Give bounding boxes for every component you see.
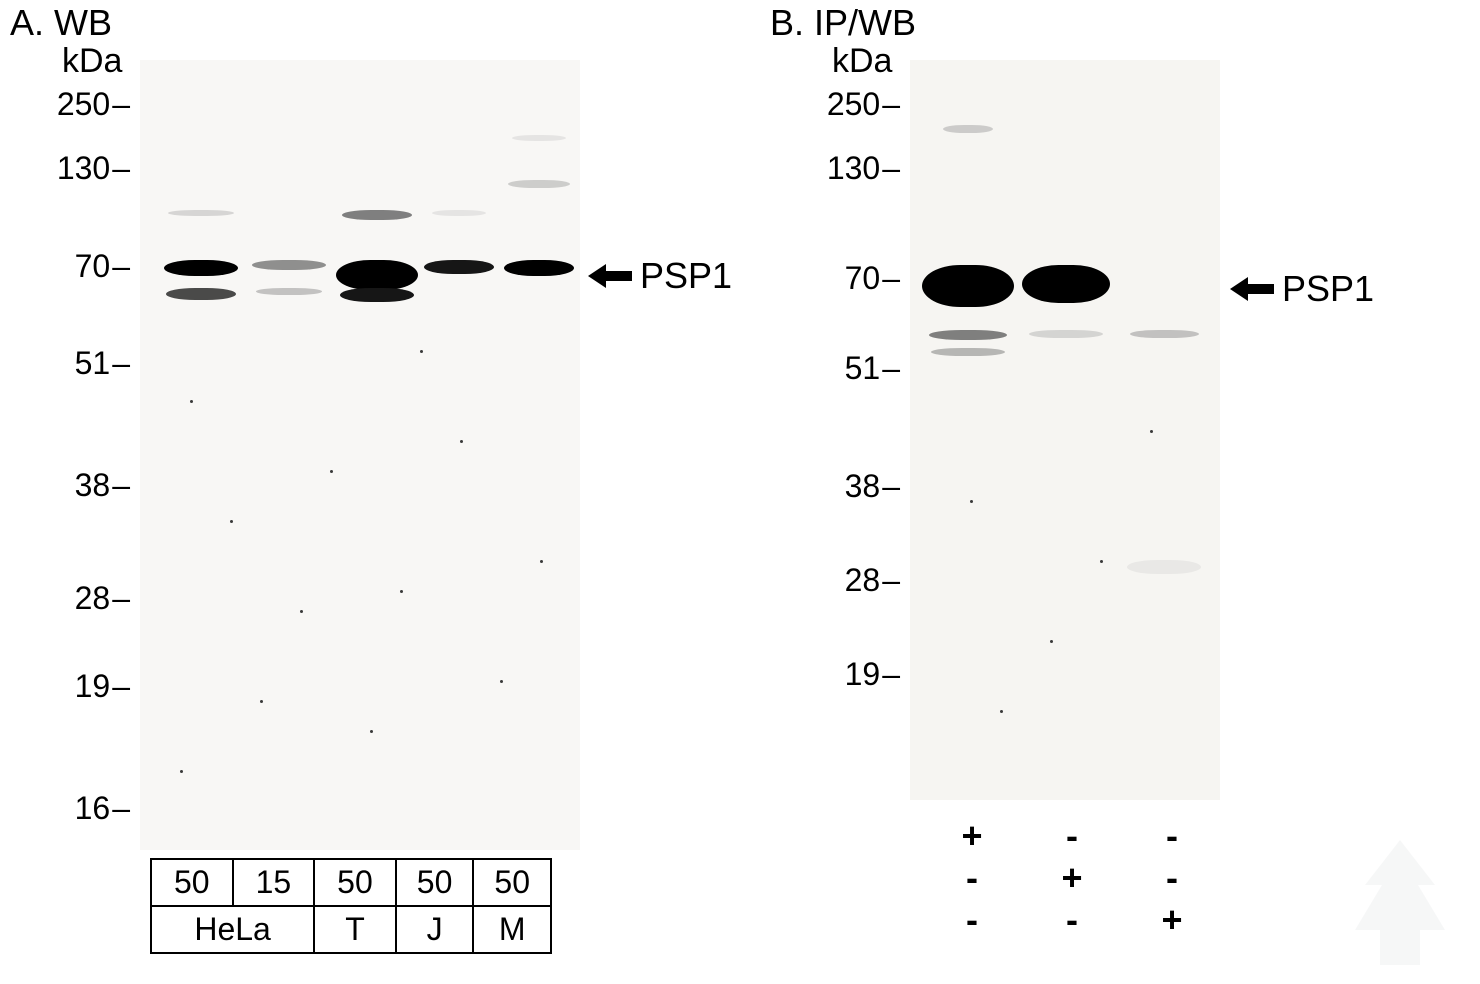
speck [330,470,333,473]
ip-cell: + [1022,857,1122,899]
band [340,288,414,302]
band [1029,330,1103,338]
lane-load-ug: 50 [314,859,396,906]
speck [1150,430,1153,433]
speck [260,700,263,703]
ip-cell: + [1122,899,1222,941]
panel-b-ip-grid: +---+---+ [922,815,1222,941]
mw-marker: 19 [845,656,900,693]
lane-load-ug: 50 [151,859,233,906]
panel-b-blot [910,60,1220,800]
lane-load-ug: 50 [473,859,551,906]
arrow-left-icon [1230,275,1274,303]
speck [970,500,973,503]
lane-sample: J [396,906,474,953]
mw-marker: 70 [845,260,900,297]
band [1130,330,1199,338]
panel-a-psp1-arrow: PSP1 [588,255,732,297]
mw-marker: 130 [57,150,130,187]
band [1127,560,1201,574]
ip-cell: + [922,815,1022,857]
mw-marker: 250 [57,86,130,123]
speck [230,520,233,523]
speck [460,440,463,443]
mw-marker: 19 [75,668,130,705]
ip-cell: - [1022,815,1122,857]
speck [300,610,303,613]
panel-b-kda-label: kDa [832,42,892,81]
lane-load-ug: 15 [233,859,315,906]
mw-marker: 130 [827,150,900,187]
band [943,125,994,133]
speck [1000,710,1003,713]
band [166,288,236,300]
speck [420,350,423,353]
ip-cell: - [922,857,1022,899]
ip-cell: - [1122,815,1222,857]
ip-cell: - [1022,899,1122,941]
ip-row: +-- [922,815,1222,857]
ip-row: -+- [922,857,1222,899]
mw-marker: 250 [827,86,900,123]
band [512,135,567,141]
lane-sample: HeLa [151,906,314,953]
panel-a-psp1-text: PSP1 [640,255,732,297]
arrow-left-icon [588,262,632,290]
mw-marker: 16 [75,790,130,827]
mw-marker: 51 [845,350,900,387]
panel-a-lane-table: 5015505050HeLaTJM [150,858,552,954]
speck [400,590,403,593]
ip-cell: - [1122,857,1222,899]
mw-marker: 70 [75,248,130,285]
watermark-logo [1340,830,1460,970]
band [929,330,1007,340]
ip-row: --+ [922,899,1222,941]
band [432,210,487,216]
mw-marker: 28 [75,580,130,617]
band [252,260,326,270]
panel-b-psp1-arrow: PSP1 [1230,268,1374,310]
band [504,260,574,276]
band [1022,265,1109,303]
speck [540,560,543,563]
speck [1100,560,1103,563]
lane-sample: M [473,906,551,953]
band [424,260,494,274]
panel-b-title: B. IP/WB [770,2,916,44]
speck [500,680,503,683]
band [342,210,412,220]
band [508,180,570,188]
speck [1050,640,1053,643]
mw-marker: 28 [845,562,900,599]
lane-load-ug: 50 [396,859,474,906]
band [931,348,1005,356]
panel-a-blot [140,60,580,850]
speck [190,400,193,403]
ip-cell: - [922,899,1022,941]
panel-a-kda-label: kDa [62,42,122,81]
panel-a-title: A. WB [10,2,112,44]
lane-sample: T [314,906,396,953]
panel-b-psp1-text: PSP1 [1282,268,1374,310]
mw-marker: 51 [75,345,130,382]
mw-marker: 38 [75,467,130,504]
speck [370,730,373,733]
band [922,265,1014,307]
band [256,288,322,295]
mw-marker: 38 [845,468,900,505]
speck [180,770,183,773]
band [336,260,418,290]
band [168,210,234,216]
band [164,260,238,276]
